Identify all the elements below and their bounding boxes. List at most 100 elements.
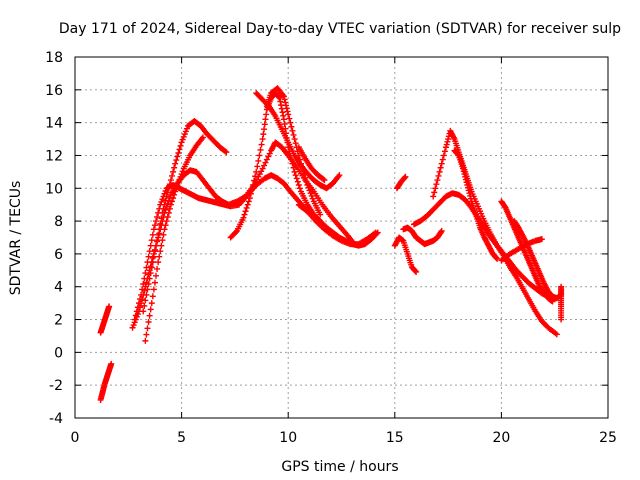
data-point xyxy=(455,151,462,158)
data-point xyxy=(171,191,178,198)
data-point xyxy=(145,253,152,260)
data-point xyxy=(162,197,169,204)
data-point xyxy=(150,286,157,293)
data-point xyxy=(374,229,381,236)
data-point xyxy=(141,302,148,309)
data-point xyxy=(444,138,451,145)
data-point xyxy=(172,160,179,167)
data-point xyxy=(440,152,447,159)
series-arc-j xyxy=(295,144,328,184)
data-point xyxy=(283,105,290,112)
data-point xyxy=(149,293,156,300)
y-tick-label: 16 xyxy=(45,83,63,99)
y-tick-label: 14 xyxy=(45,116,63,132)
data-point xyxy=(146,275,153,282)
data-point xyxy=(402,173,409,180)
data-point xyxy=(243,204,250,211)
y-tick-label: -2 xyxy=(49,378,63,394)
data-point xyxy=(130,322,137,329)
series-arc-n xyxy=(400,224,445,248)
series-arc-h xyxy=(253,90,343,192)
data-point xyxy=(259,165,266,172)
data-point xyxy=(464,184,471,191)
data-point xyxy=(148,264,155,271)
data-point xyxy=(147,270,154,277)
data-point xyxy=(464,181,471,188)
data-point xyxy=(308,192,315,199)
data-point xyxy=(138,291,145,298)
data-point xyxy=(461,171,468,178)
data-point xyxy=(144,325,151,332)
data-point xyxy=(412,268,419,275)
data-point xyxy=(289,127,296,134)
data-point xyxy=(164,200,171,207)
data-point xyxy=(276,95,283,102)
data-point xyxy=(177,142,184,149)
data-point xyxy=(106,303,113,310)
y-tick-label: -4 xyxy=(49,411,63,427)
data-point xyxy=(259,136,266,143)
data-point xyxy=(165,185,172,192)
data-point xyxy=(164,213,171,220)
data-point xyxy=(108,360,115,367)
chart-title: Day 171 of 2024, Sidereal Day-to-day VTE… xyxy=(59,21,621,37)
data-point xyxy=(173,185,180,192)
data-point xyxy=(445,136,452,143)
data-point xyxy=(558,283,565,290)
y-tick-label: 12 xyxy=(45,148,63,164)
y-tick-label: 8 xyxy=(54,214,63,230)
series-arc-l xyxy=(391,234,420,275)
data-point xyxy=(262,116,269,123)
series-arc-e xyxy=(140,117,230,315)
data-point xyxy=(460,165,467,172)
data-point xyxy=(317,211,324,218)
data-point xyxy=(151,279,158,286)
plot-frame xyxy=(74,56,609,419)
data-point xyxy=(166,205,173,212)
data-point xyxy=(253,168,260,175)
data-point xyxy=(164,189,171,196)
data-point xyxy=(291,136,298,143)
data-point xyxy=(142,297,149,304)
data-point xyxy=(290,131,297,138)
data-point xyxy=(443,141,450,148)
data-point xyxy=(293,175,300,182)
data-point xyxy=(155,231,162,238)
data-point xyxy=(148,237,155,244)
axis-ticks: 0 5 10 15 20 25 -4 -2 0 2 4 6 8 10 12 14 16 18 xyxy=(45,50,617,446)
data-point xyxy=(157,248,164,255)
data-point xyxy=(167,201,174,208)
data-point xyxy=(178,171,185,178)
x-tick-label: 5 xyxy=(177,430,186,446)
data-point xyxy=(245,198,252,205)
data-point xyxy=(151,248,158,255)
x-tick-label: 15 xyxy=(386,430,404,446)
data-point xyxy=(140,280,147,287)
data-point xyxy=(281,121,288,128)
data-point xyxy=(252,173,259,180)
data-point xyxy=(266,150,273,157)
data-point xyxy=(151,222,158,229)
data-point xyxy=(159,237,166,244)
data-point xyxy=(442,144,449,151)
x-tick-label: 20 xyxy=(492,430,510,446)
data-point xyxy=(282,99,289,106)
data-point xyxy=(437,229,444,236)
series-arc-b xyxy=(97,360,115,403)
data-point xyxy=(460,168,467,175)
data-point xyxy=(166,181,173,188)
data-point xyxy=(159,209,166,216)
data-point xyxy=(301,171,308,178)
data-point xyxy=(174,153,181,160)
data-point xyxy=(466,190,473,197)
data-point xyxy=(158,242,165,249)
data-point xyxy=(296,185,303,192)
data-point xyxy=(336,172,343,179)
data-point xyxy=(149,259,156,266)
data-point xyxy=(156,226,163,233)
data-point xyxy=(183,125,190,132)
data-point xyxy=(159,196,166,203)
data-point xyxy=(281,96,288,103)
data-point xyxy=(251,177,258,184)
data-point xyxy=(250,181,257,188)
